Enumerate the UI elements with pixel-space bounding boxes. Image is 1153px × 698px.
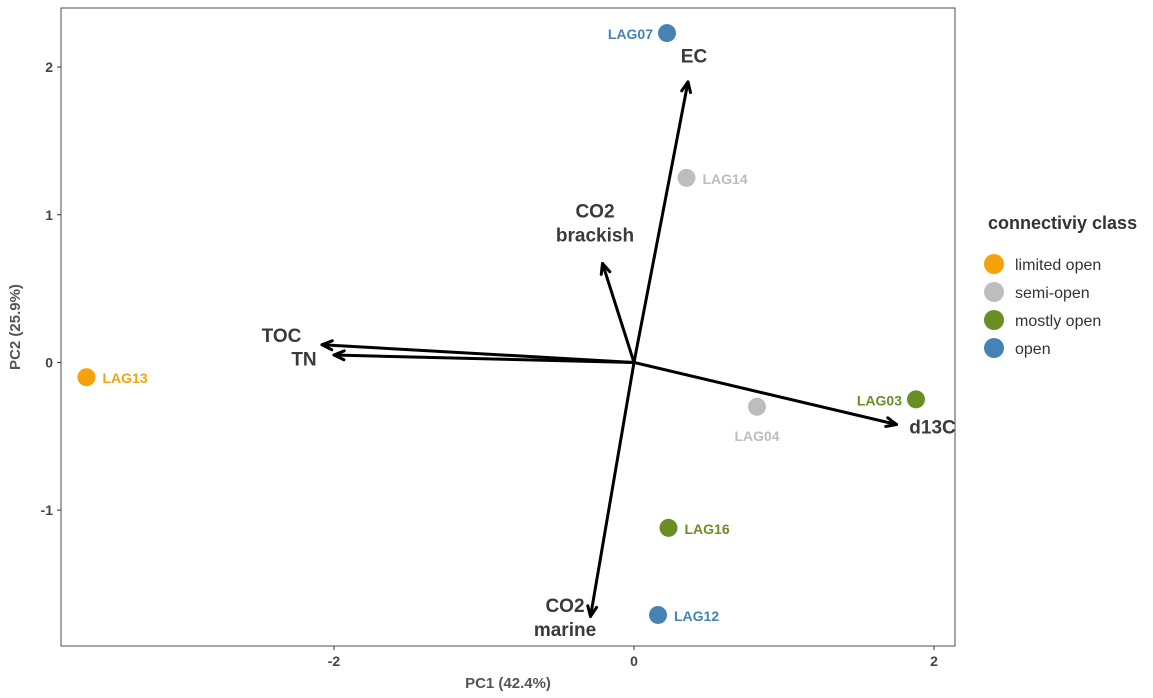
loading-label-line: CO2: [575, 202, 614, 223]
y-tick-label: -1: [41, 502, 54, 518]
sample-point: [659, 518, 678, 537]
loading-label-line: d13C: [909, 417, 956, 438]
legend-swatch: [984, 282, 1004, 302]
legend-items: limited open semi-open mostly open open: [984, 254, 1101, 358]
sample-point: [77, 368, 96, 387]
loading-label-line: EC: [681, 47, 708, 68]
loading-arrowhead: [320, 339, 334, 352]
x-tick-label: 0: [630, 653, 638, 669]
loading-arrow: [332, 353, 636, 364]
loading-arrow: [589, 360, 636, 618]
x-tick-label: -2: [328, 653, 341, 669]
loading-arrow: [601, 261, 636, 364]
legend-label: open: [1015, 341, 1051, 358]
sample-point-label: LAG16: [685, 521, 730, 537]
y-axis-title: PC2 (25.9%): [7, 284, 24, 370]
loading-arrow: [320, 343, 636, 364]
x-axis-title: PC1 (42.4%): [465, 675, 551, 692]
loading-label-line: brackish: [556, 226, 634, 247]
legend-label: limited open: [1015, 257, 1101, 274]
loading-arrowhead: [884, 416, 898, 429]
sample-point-label: LAG07: [608, 26, 653, 42]
loading-label: TN: [291, 349, 316, 370]
loading-label: d13C: [909, 417, 956, 438]
sample-point: [658, 24, 676, 43]
sample-point: [677, 168, 696, 187]
legend-label: mostly open: [1015, 313, 1101, 330]
y-tick-label: 2: [45, 59, 53, 75]
loading-label: CO2 marine: [534, 596, 596, 641]
plot-panel-border: [60, 7, 956, 647]
axis-ticks: -2 0 2 -1 0 1 2: [41, 59, 939, 669]
sample-point-label: LAG13: [103, 370, 148, 386]
loading-vectors: [320, 80, 898, 618]
loading-arrowhead: [586, 604, 599, 618]
loading-arrow: [632, 80, 690, 364]
loading-label-line: CO2: [545, 596, 584, 617]
sample-point: [649, 605, 667, 624]
loading-arrowhead: [599, 261, 612, 276]
loading-label: EC: [681, 47, 708, 68]
y-tick-label: 0: [45, 354, 53, 370]
sample-point-label: LAG03: [857, 392, 902, 408]
x-tick-label: 2: [930, 653, 938, 669]
sample-point-label: LAG04: [734, 428, 779, 444]
legend-swatch: [984, 338, 1004, 358]
legend-title: connectiviy class: [988, 213, 1137, 233]
loading-label-line: marine: [534, 620, 596, 641]
sample-points: LAG13 LAG07 LAG14 LAG03 LAG04 LAG16 LAG12: [77, 24, 925, 624]
sample-point-label: LAG12: [674, 608, 719, 624]
loading-label: TOC: [262, 326, 302, 347]
legend-swatch: [984, 310, 1004, 330]
loading-label-line: TOC: [262, 326, 302, 347]
loading-label-line: TN: [291, 349, 316, 370]
loading-arrow: [632, 360, 898, 426]
loading-arrowhead: [332, 349, 346, 362]
legend: connectiviy class limited open semi-open m…: [984, 213, 1137, 358]
loading-label: CO2 brackish: [556, 202, 634, 247]
legend-label: semi-open: [1015, 285, 1090, 302]
sample-point: [907, 390, 925, 409]
loading-arrowhead: [680, 80, 693, 95]
y-tick-label: 1: [45, 207, 53, 223]
sample-point: [748, 397, 766, 416]
legend-swatch: [984, 254, 1004, 274]
sample-point-label: LAG14: [703, 171, 748, 187]
